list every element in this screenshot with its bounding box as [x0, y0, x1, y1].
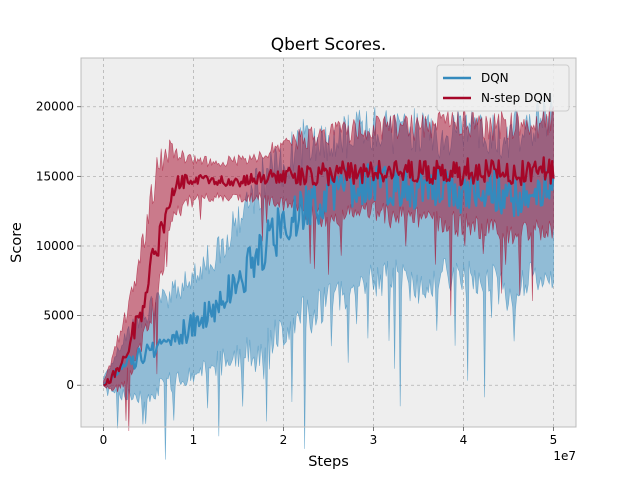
x-tick-label: 4 — [460, 433, 468, 447]
series-band — [103, 106, 554, 432]
x-tick-label: 2 — [280, 433, 288, 447]
x-axis-label: Steps — [308, 454, 349, 470]
y-tick-label: 5000 — [43, 309, 74, 323]
y-tick-label: 20000 — [36, 100, 74, 114]
y-tick-label: 10000 — [36, 239, 74, 253]
y-tick-label: 0 — [66, 378, 74, 392]
series-line — [103, 156, 555, 387]
plot-frame — [80, 57, 577, 428]
y-axis-label: Score — [9, 222, 25, 263]
x-tick-label: 1 — [190, 433, 198, 447]
chart-title: Qbert Scores. — [271, 35, 387, 55]
legend-label: N-step DQN — [481, 91, 552, 105]
legend-label: DQN — [481, 71, 509, 85]
x-tick-label: 5 — [550, 433, 558, 447]
y-tick-label: 15000 — [36, 169, 74, 183]
x-tick-label: 0 — [100, 433, 108, 447]
x-tick-label: 3 — [370, 433, 378, 447]
x-axis-offset-label: 1e7 — [553, 449, 576, 463]
legend-box — [436, 64, 570, 112]
